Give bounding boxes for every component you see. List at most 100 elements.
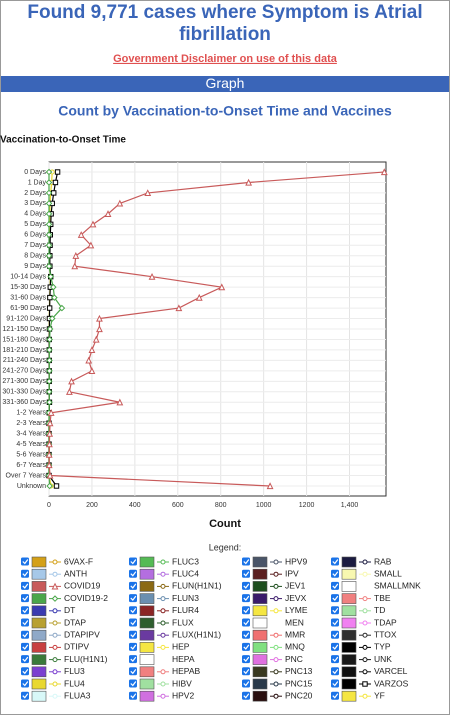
legend-checkbox[interactable] — [129, 618, 137, 627]
legend-label[interactable]: VARZOS — [374, 678, 409, 688]
legend-checkbox[interactable] — [242, 581, 250, 590]
legend-checkbox[interactable] — [242, 630, 250, 639]
legend-checkbox[interactable] — [331, 581, 339, 590]
legend-label[interactable]: FLUC4 — [172, 568, 199, 578]
legend-checkbox[interactable] — [331, 557, 339, 566]
legend-checkbox[interactable] — [331, 655, 339, 664]
legend-label[interactable]: FLUN3 — [172, 593, 199, 603]
disclaimer-link[interactable]: Government Disclaimer on use of this dat… — [113, 53, 338, 65]
legend-checkbox[interactable] — [242, 655, 250, 664]
legend-checkbox[interactable] — [331, 642, 339, 651]
legend-label[interactable]: JEVX — [285, 593, 307, 603]
legend-checkbox[interactable] — [129, 655, 137, 664]
legend-label[interactable]: FLU3 — [64, 666, 85, 676]
legend-checkbox[interactable] — [129, 630, 137, 639]
legend-checkbox[interactable] — [129, 594, 137, 603]
legend-label[interactable]: VARCEL — [374, 666, 408, 676]
legend-checkbox[interactable] — [242, 679, 250, 688]
legend-checkbox[interactable] — [331, 594, 339, 603]
legend-checkbox[interactable] — [129, 679, 137, 688]
legend-label[interactable]: FLUN(H1N1) — [172, 581, 222, 591]
legend-checkbox[interactable] — [21, 618, 29, 627]
legend-swatch — [252, 556, 268, 568]
legend-checkbox[interactable] — [21, 594, 29, 603]
legend-label[interactable]: FLU4 — [64, 678, 85, 688]
legend-checkbox[interactable] — [331, 630, 339, 639]
legend-checkbox[interactable] — [129, 667, 137, 676]
legend-checkbox[interactable] — [331, 618, 339, 627]
legend-checkbox[interactable] — [331, 667, 339, 676]
legend-label[interactable]: HIBV — [172, 678, 192, 688]
legend-label[interactable]: PNC15 — [285, 678, 313, 688]
legend-label[interactable]: DTIPV — [64, 642, 89, 652]
legend-checkbox[interactable] — [242, 642, 250, 651]
legend-checkbox[interactable] — [129, 606, 137, 615]
legend-label[interactable]: DTAPIPV — [64, 629, 100, 639]
legend-label[interactable]: PNC20 — [285, 690, 313, 700]
legend-checkbox[interactable] — [242, 569, 250, 578]
legend-label[interactable]: DTAP — [64, 617, 86, 627]
legend-label[interactable]: FLUR4 — [172, 605, 199, 615]
legend-label[interactable]: HPV9 — [285, 556, 307, 566]
legend-label[interactable]: MEN — [285, 617, 304, 627]
legend-label[interactable]: ANTH — [64, 568, 87, 578]
legend-checkbox[interactable] — [129, 557, 137, 566]
legend-label[interactable]: MMR — [285, 629, 305, 639]
legend-checkbox[interactable] — [242, 691, 250, 700]
legend-label[interactable]: TD — [374, 605, 385, 615]
legend-checkbox[interactable] — [331, 569, 339, 578]
legend-checkbox[interactable] — [21, 606, 29, 615]
legend-swatch — [252, 678, 268, 690]
legend-label[interactable]: MNQ — [285, 642, 305, 652]
legend-label[interactable]: COVID19-2 — [64, 593, 108, 603]
legend-checkbox[interactable] — [21, 569, 29, 578]
legend-label[interactable]: FLUX(H1N1) — [172, 629, 221, 639]
legend-label[interactable]: SMALLMNK — [374, 581, 421, 591]
legend-label[interactable]: UNK — [374, 654, 392, 664]
legend-label[interactable]: JEV1 — [285, 581, 306, 591]
legend-label[interactable]: SMALL — [374, 568, 402, 578]
legend-checkbox[interactable] — [21, 581, 29, 590]
legend-label[interactable]: LYME — [285, 605, 308, 615]
legend-checkbox[interactable] — [242, 606, 250, 615]
legend-checkbox[interactable] — [331, 691, 339, 700]
legend-checkbox[interactable] — [129, 691, 137, 700]
legend-label[interactable]: TYP — [374, 642, 391, 652]
legend-label[interactable]: HEP — [172, 642, 190, 652]
legend-checkbox[interactable] — [242, 557, 250, 566]
legend-label[interactable]: RAB — [374, 556, 392, 566]
legend-checkbox[interactable] — [129, 569, 137, 578]
legend-label[interactable]: COVID19 — [64, 581, 101, 591]
legend-label[interactable]: FLU(H1N1) — [64, 654, 108, 664]
legend-checkbox[interactable] — [242, 618, 250, 627]
legend-label[interactable]: HPV2 — [172, 690, 194, 700]
legend-checkbox[interactable] — [21, 691, 29, 700]
legend-label[interactable]: PNC — [285, 654, 303, 664]
legend-checkbox[interactable] — [21, 630, 29, 639]
legend-label[interactable]: FLUC3 — [172, 556, 199, 566]
legend-label[interactable]: YF — [374, 690, 385, 700]
legend-checkbox[interactable] — [331, 679, 339, 688]
legend-label[interactable]: DT — [64, 605, 75, 615]
legend-checkbox[interactable] — [331, 606, 339, 615]
y-tick-label: 7 Days — [24, 242, 46, 249]
legend-label[interactable]: HEPAB — [172, 666, 201, 676]
legend-label[interactable]: FLUA3 — [64, 690, 91, 700]
legend-checkbox[interactable] — [129, 642, 137, 651]
legend-label[interactable]: TTOX — [374, 629, 397, 639]
legend-label[interactable]: PNC13 — [285, 666, 313, 676]
legend-label[interactable]: IPV — [285, 568, 299, 578]
legend-checkbox[interactable] — [21, 655, 29, 664]
legend-checkbox[interactable] — [242, 667, 250, 676]
legend-label[interactable]: TBE — [374, 593, 391, 603]
legend-checkbox[interactable] — [21, 642, 29, 651]
legend-label[interactable]: 6VAX-F — [64, 556, 93, 566]
legend-label[interactable]: TDAP — [374, 617, 397, 627]
legend-checkbox[interactable] — [21, 557, 29, 566]
legend-label[interactable]: HEPA — [172, 654, 195, 664]
legend-label[interactable]: FLUX — [172, 617, 194, 627]
legend-checkbox[interactable] — [129, 581, 137, 590]
legend-checkbox[interactable] — [21, 679, 29, 688]
legend-checkbox[interactable] — [242, 594, 250, 603]
legend-checkbox[interactable] — [21, 667, 29, 676]
